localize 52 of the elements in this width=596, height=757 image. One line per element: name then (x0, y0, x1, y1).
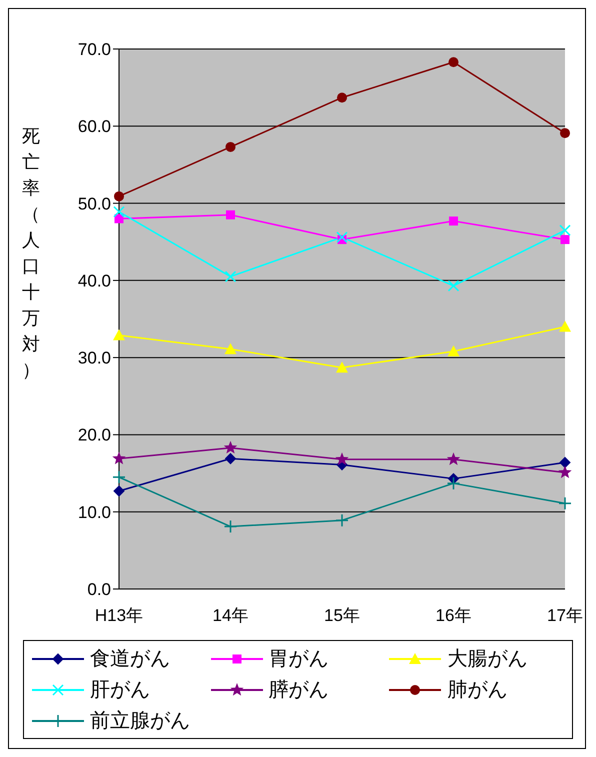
point (114, 486, 124, 497)
point (224, 520, 238, 534)
point (448, 345, 460, 356)
point (113, 206, 125, 218)
point (559, 320, 571, 332)
legend-label: 食道がん (90, 647, 170, 672)
text: 死亡率（人口十万対） (22, 126, 40, 380)
y-tick-label: 50.0 (78, 194, 111, 214)
legend-label: 膵がん (268, 678, 329, 703)
point (446, 476, 460, 490)
legend-label: 肝がん (90, 678, 150, 703)
x-tick-label: 14年 (212, 606, 248, 626)
point (559, 224, 571, 236)
point (336, 231, 348, 243)
x-tick-label: H13年 (94, 606, 144, 626)
point (336, 362, 348, 373)
point (224, 440, 238, 454)
y-tick-label: 20.0 (78, 426, 111, 445)
y-tick-label: 40.0 (78, 271, 111, 290)
point (112, 452, 126, 464)
y-tick-label: 30.0 (78, 348, 111, 368)
point (448, 280, 460, 292)
y-tick-label: 60.0 (78, 117, 111, 136)
point (112, 470, 126, 484)
point (335, 452, 349, 466)
legend-label: 大腸がん (447, 647, 528, 672)
point (446, 452, 460, 466)
point (113, 329, 125, 340)
point (224, 343, 236, 354)
point (560, 235, 570, 244)
point (558, 496, 572, 510)
point (224, 270, 236, 282)
point (226, 210, 235, 220)
x-tick-label: 16年 (436, 606, 472, 626)
point (335, 514, 349, 528)
legend-label: 肺がん (447, 678, 508, 703)
point (558, 466, 572, 478)
point (226, 142, 236, 152)
y-tick-label: 10.0 (78, 502, 111, 522)
point (560, 456, 570, 468)
point (225, 453, 236, 464)
x-tick-label: 15年 (324, 606, 360, 626)
point (337, 92, 347, 103)
y-tick-label: 70.0 (78, 40, 111, 60)
point (449, 216, 458, 226)
point (448, 57, 458, 68)
point (560, 128, 570, 138)
point (114, 191, 124, 202)
y-tick-label: 0.0 (87, 580, 111, 600)
x-tick-label: 17年 (547, 606, 583, 626)
legend-label: 前立腺がん (90, 709, 190, 734)
legend-label: 胃がん (268, 647, 329, 672)
